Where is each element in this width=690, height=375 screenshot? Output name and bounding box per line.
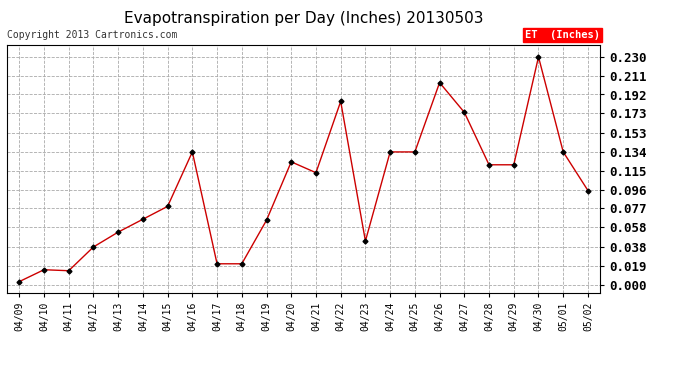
Text: ET  (Inches): ET (Inches): [525, 30, 600, 40]
Text: Copyright 2013 Cartronics.com: Copyright 2013 Cartronics.com: [7, 30, 177, 40]
Text: Evapotranspiration per Day (Inches) 20130503: Evapotranspiration per Day (Inches) 2013…: [124, 11, 484, 26]
